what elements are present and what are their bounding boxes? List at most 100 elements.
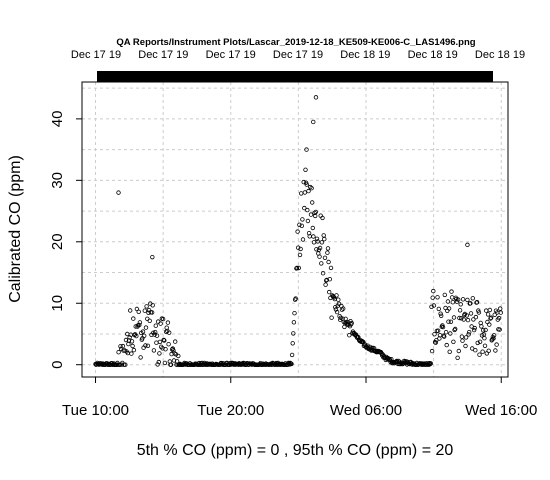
data-point	[129, 339, 135, 344]
data-point	[306, 188, 311, 194]
y-tick-label: 20	[49, 233, 66, 250]
data-point	[450, 300, 455, 305]
data-point	[334, 293, 339, 298]
data-point	[145, 316, 150, 321]
data-point	[430, 295, 435, 300]
data-point	[456, 348, 461, 354]
y-axis-label: Calibrated CO (ppm)	[7, 155, 24, 303]
data-point	[313, 213, 318, 219]
data-point	[168, 362, 174, 367]
data-point	[294, 265, 300, 271]
data-point	[439, 313, 444, 318]
data-point	[152, 330, 158, 335]
data-point	[455, 355, 460, 360]
chart-title: QA Reports/Instrument Plots/Lascar_2019-…	[116, 37, 475, 48]
data-point	[454, 297, 459, 302]
data-point	[481, 328, 486, 333]
data-point	[310, 200, 315, 205]
data-point	[483, 327, 488, 333]
data-point-outlier	[313, 95, 319, 100]
data-point	[299, 191, 304, 196]
data-point	[436, 306, 441, 312]
data-point	[137, 320, 143, 325]
data-point	[141, 333, 147, 338]
data-point	[322, 236, 327, 242]
data-point	[161, 337, 166, 343]
x-axis: Tue 10:00 Tue 20:00 Wed 06:00 Wed 16:00	[62, 376, 537, 419]
top-tick-label: Dec 18 19	[408, 49, 458, 61]
data-point	[428, 361, 433, 367]
data-point	[129, 351, 134, 356]
data-point	[497, 327, 502, 332]
data-point	[448, 319, 454, 324]
data-point	[487, 307, 493, 313]
data-point	[324, 277, 329, 283]
data-point	[485, 312, 491, 317]
data-point	[479, 324, 484, 329]
data-point	[169, 351, 174, 357]
data-point	[464, 313, 469, 318]
data-point	[465, 297, 470, 303]
data-point-outlier	[311, 119, 316, 125]
data-point	[329, 315, 334, 320]
data-point	[313, 209, 318, 215]
y-tick-label: 30	[49, 172, 66, 189]
time-coverage-bar	[97, 71, 493, 82]
data-point	[482, 336, 487, 341]
data-point	[155, 319, 161, 324]
x-tick-label: Wed 16:00	[465, 402, 537, 419]
data-point	[451, 315, 457, 320]
data-point	[477, 352, 482, 357]
data-point	[162, 360, 168, 366]
data-point	[339, 307, 345, 312]
data-point	[304, 182, 309, 187]
data-point	[460, 297, 466, 302]
data-point	[471, 317, 476, 322]
data-point	[289, 352, 295, 358]
data-point	[460, 338, 465, 343]
data-point	[435, 295, 440, 300]
data-point	[305, 207, 310, 213]
data-point	[299, 223, 304, 228]
data-point	[315, 239, 320, 244]
data-point	[326, 259, 331, 265]
data-point	[296, 265, 301, 271]
y-axis: 0 10 20 30 40	[49, 111, 83, 369]
top-tick-label: Dec 17 19	[206, 49, 256, 61]
data-point	[496, 315, 502, 321]
data-point	[157, 351, 162, 356]
data-point	[457, 315, 462, 321]
data-point	[303, 167, 308, 172]
data-point	[130, 343, 135, 349]
data-point	[291, 331, 296, 336]
data-point	[297, 222, 302, 227]
data-point	[434, 338, 439, 343]
top-tick-label: Dec 17 19	[71, 49, 121, 61]
data-point	[162, 338, 167, 343]
data-point	[295, 229, 300, 234]
data-points	[93, 95, 503, 367]
data-point	[463, 343, 468, 349]
x-tick-label: Tue 10:00	[62, 402, 129, 419]
data-point	[151, 348, 157, 353]
data-point	[480, 349, 485, 354]
data-point	[333, 307, 339, 312]
data-point	[429, 348, 435, 354]
data-point	[447, 349, 452, 354]
top-tick-label: Dec 17 19	[138, 49, 188, 61]
data-point	[445, 299, 451, 304]
data-point	[140, 329, 146, 334]
data-point	[432, 332, 437, 337]
data-point	[116, 350, 121, 355]
data-point	[154, 333, 160, 338]
data-point	[144, 304, 149, 309]
data-point	[440, 324, 446, 330]
data-point	[309, 185, 314, 191]
data-point	[290, 341, 295, 346]
data-point	[338, 317, 343, 322]
data-point	[486, 348, 491, 353]
data-point	[305, 218, 311, 224]
data-point	[310, 225, 315, 231]
data-point	[465, 317, 471, 323]
